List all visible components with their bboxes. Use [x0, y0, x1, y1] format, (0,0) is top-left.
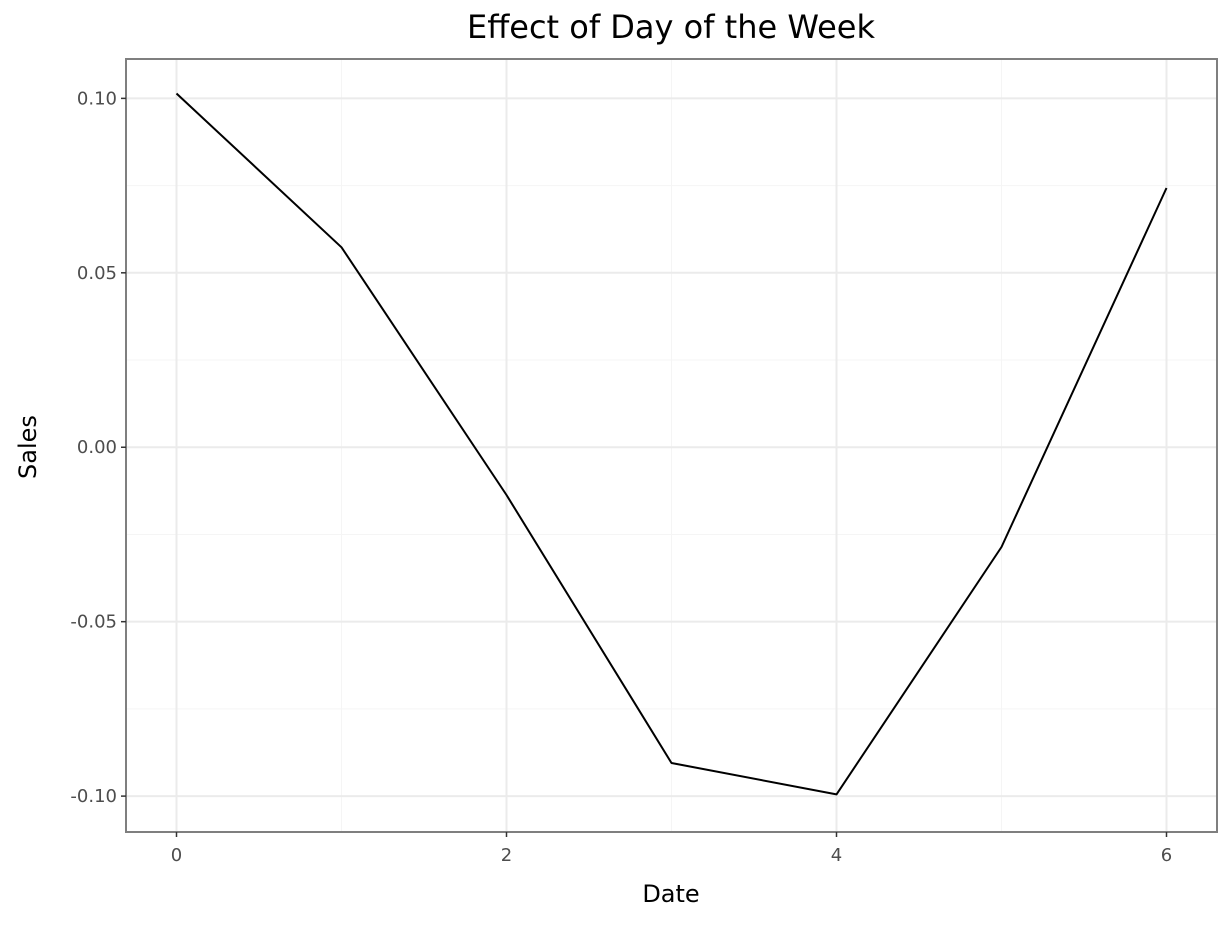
y-axis-title: Sales — [14, 415, 42, 479]
x-tick-label: 6 — [1161, 845, 1172, 866]
x-tick-label: 2 — [501, 845, 512, 866]
y-tick-label: -0.05 — [70, 612, 117, 633]
x-tick-label: 4 — [831, 845, 842, 866]
x-tick-label: 0 — [171, 845, 182, 866]
y-tick-label: -0.10 — [70, 786, 117, 807]
chart-title: Effect of Day of the Week — [467, 8, 875, 46]
y-tick-label: 0.10 — [77, 88, 117, 109]
x-axis-title: Date — [642, 880, 699, 908]
y-tick-label: 0.05 — [77, 263, 117, 284]
y-tick-label: 0.00 — [77, 437, 117, 458]
